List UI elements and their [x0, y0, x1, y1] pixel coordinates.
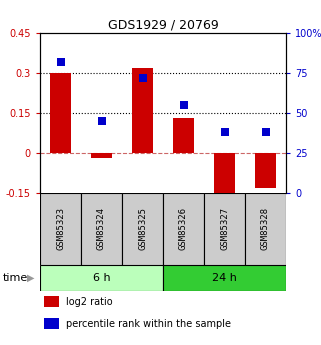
- Bar: [40, 193, 81, 265]
- Point: [263, 129, 268, 135]
- Bar: [245, 193, 286, 265]
- Bar: [255, 153, 276, 188]
- Text: time: time: [3, 273, 29, 283]
- Bar: [44, 318, 59, 329]
- Bar: [50, 73, 71, 153]
- Bar: [122, 193, 163, 265]
- Bar: [81, 193, 122, 265]
- Bar: [173, 118, 194, 153]
- Point: [58, 59, 63, 65]
- Bar: [163, 265, 286, 291]
- Text: percentile rank within the sample: percentile rank within the sample: [66, 318, 231, 328]
- Bar: [214, 153, 235, 201]
- Bar: [40, 265, 163, 291]
- Text: GSM85328: GSM85328: [261, 207, 270, 250]
- Text: GSM85323: GSM85323: [56, 207, 65, 250]
- Bar: [163, 193, 204, 265]
- Bar: [44, 296, 59, 307]
- Text: GSM85325: GSM85325: [138, 207, 147, 250]
- Text: GSM85326: GSM85326: [179, 207, 188, 250]
- Point: [181, 102, 186, 108]
- Point: [222, 129, 227, 135]
- Bar: [132, 68, 153, 153]
- Point: [99, 118, 104, 124]
- Bar: [204, 193, 245, 265]
- Text: 24 h: 24 h: [212, 273, 237, 283]
- Text: log2 ratio: log2 ratio: [66, 297, 113, 307]
- Title: GDS1929 / 20769: GDS1929 / 20769: [108, 19, 218, 32]
- Point: [140, 75, 145, 81]
- Text: ▶: ▶: [27, 273, 35, 283]
- Bar: [91, 153, 112, 158]
- Text: GSM85324: GSM85324: [97, 207, 106, 250]
- Text: GSM85327: GSM85327: [220, 207, 229, 250]
- Text: 6 h: 6 h: [93, 273, 110, 283]
